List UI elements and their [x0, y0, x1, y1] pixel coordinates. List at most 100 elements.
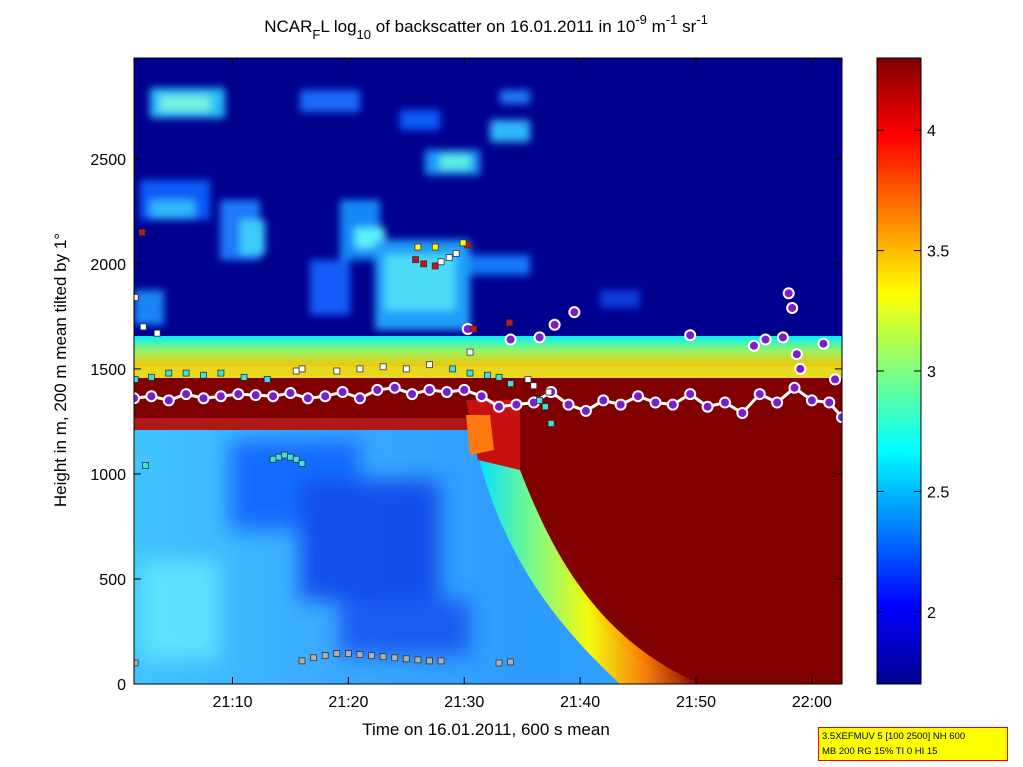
- cloud-base-point: [406, 388, 419, 401]
- detection-square: [431, 262, 439, 270]
- detection-square: [495, 659, 503, 667]
- cloud-base-point: [336, 386, 349, 399]
- y-tick-label: 2500: [90, 152, 126, 169]
- detection-square: [536, 397, 543, 404]
- cloud-base-point: [134, 392, 140, 405]
- cloud-base-point: [747, 339, 760, 352]
- detection-square: [466, 348, 474, 356]
- detection-square: [402, 365, 410, 373]
- cloud-base-point: [805, 394, 818, 407]
- y-tick-label: 500: [99, 572, 126, 589]
- detection-square: [356, 365, 364, 373]
- parameter-info-box: 3.5XEFMUV 5 [100 2500] NH 600 MB 200 RG …: [818, 727, 1008, 761]
- cloud-base-point: [718, 396, 731, 409]
- detection-square: [414, 243, 422, 251]
- cloud-base-point: [267, 390, 280, 403]
- detection-square: [470, 325, 477, 333]
- detection-square: [200, 371, 207, 379]
- y-tick-label: 1000: [90, 467, 126, 484]
- x-tick-label: 21:10: [212, 694, 252, 711]
- cloud-base-point: [753, 388, 766, 401]
- detection-square: [437, 258, 445, 266]
- detection-square: [547, 420, 555, 427]
- cloud-base-point: [776, 331, 789, 344]
- detection-square: [275, 453, 283, 461]
- cloud-base-point: [493, 400, 506, 413]
- cloud-base-point: [817, 337, 830, 350]
- cloud-base-point: [284, 387, 297, 400]
- y-tick-label: 1500: [90, 362, 126, 379]
- x-tick-label: 21:50: [676, 694, 716, 711]
- detection-square: [298, 657, 306, 665]
- colorbar-tick-label: 3.5: [927, 244, 949, 261]
- cloud-base-point: [162, 394, 175, 407]
- detection-square: [506, 319, 513, 327]
- cloud-base-point: [562, 398, 575, 411]
- detection-square: [147, 373, 155, 381]
- cloud-base-point: [829, 373, 842, 386]
- cloud-base-point: [180, 388, 193, 401]
- detection-square: [449, 365, 457, 373]
- cloud-base-point: [786, 301, 799, 314]
- chart-title: NCARFL log10 of backscatter on 16.01.201…: [264, 12, 708, 42]
- detection-square: [452, 249, 460, 257]
- cloud-base-point: [736, 407, 749, 420]
- detection-square: [368, 652, 375, 660]
- detection-square: [292, 455, 300, 463]
- cloud-base-point: [614, 398, 627, 411]
- detection-square: [240, 373, 248, 381]
- detection-square: [356, 651, 364, 658]
- detection-square: [263, 376, 271, 383]
- cloud-base-point: [684, 329, 697, 342]
- detection-square: [217, 369, 225, 377]
- detection-square: [507, 380, 514, 388]
- cloud-base-point: [145, 390, 158, 403]
- info-line-1: 3.5XEFMUV 5 [100 2500] NH 600: [822, 731, 966, 742]
- detection-square: [426, 657, 433, 665]
- detection-square: [269, 455, 277, 463]
- cloud-base-point: [701, 400, 714, 413]
- detection-square: [138, 228, 146, 236]
- x-tick-label: 21:30: [444, 694, 484, 711]
- cloud-base-markers: [134, 228, 842, 667]
- detection-square: [414, 656, 422, 664]
- detection-square: [134, 659, 139, 667]
- cloud-base-point: [666, 398, 679, 411]
- detection-square: [134, 376, 139, 383]
- cloud-base-point: [579, 404, 592, 417]
- cloud-base-point: [319, 390, 332, 403]
- detection-square: [445, 254, 453, 261]
- detection-square: [333, 650, 341, 657]
- x-tick-label: 21:20: [328, 694, 368, 711]
- colorbar-tick-label: 2.5: [927, 484, 949, 501]
- cloud-base-point: [788, 381, 801, 394]
- cloud-base-point: [632, 390, 645, 403]
- detection-square: [142, 462, 149, 469]
- cloud-base-point: [510, 398, 523, 411]
- cloud-base-point: [533, 331, 546, 344]
- x-axis-label: Time on 16.01.2011, 600 s mean: [362, 720, 610, 739]
- cloud-base-point: [649, 396, 662, 409]
- cloud-base-point: [458, 383, 471, 396]
- cloud-base-point: [232, 388, 245, 401]
- detection-square: [507, 658, 514, 666]
- detection-square: [287, 453, 294, 461]
- cloud-base-point: [301, 392, 314, 405]
- cloud-base-point: [771, 396, 784, 409]
- detection-square: [466, 369, 474, 377]
- x-axis: 21:10 21:20 21:30 21:40 21:50 22:00: [212, 58, 832, 711]
- y-tick-label: 0: [117, 677, 126, 694]
- detection-square: [420, 260, 428, 268]
- cloud-base-point: [597, 394, 610, 407]
- detection-square: [426, 361, 433, 369]
- cloud-base-point: [388, 381, 401, 394]
- x-tick-label: 22:00: [792, 694, 832, 711]
- cloud-base-point: [353, 392, 366, 405]
- info-line-2: MB 200 RG 15% TI 0 HI 15: [822, 746, 938, 757]
- cloud-base-point: [440, 386, 453, 399]
- cloud-base-point: [423, 383, 436, 396]
- cloud-base-point: [568, 306, 581, 319]
- y-axis-label: Height in m, 200 m mean tilted by 1°: [51, 233, 70, 507]
- detection-square: [182, 369, 190, 377]
